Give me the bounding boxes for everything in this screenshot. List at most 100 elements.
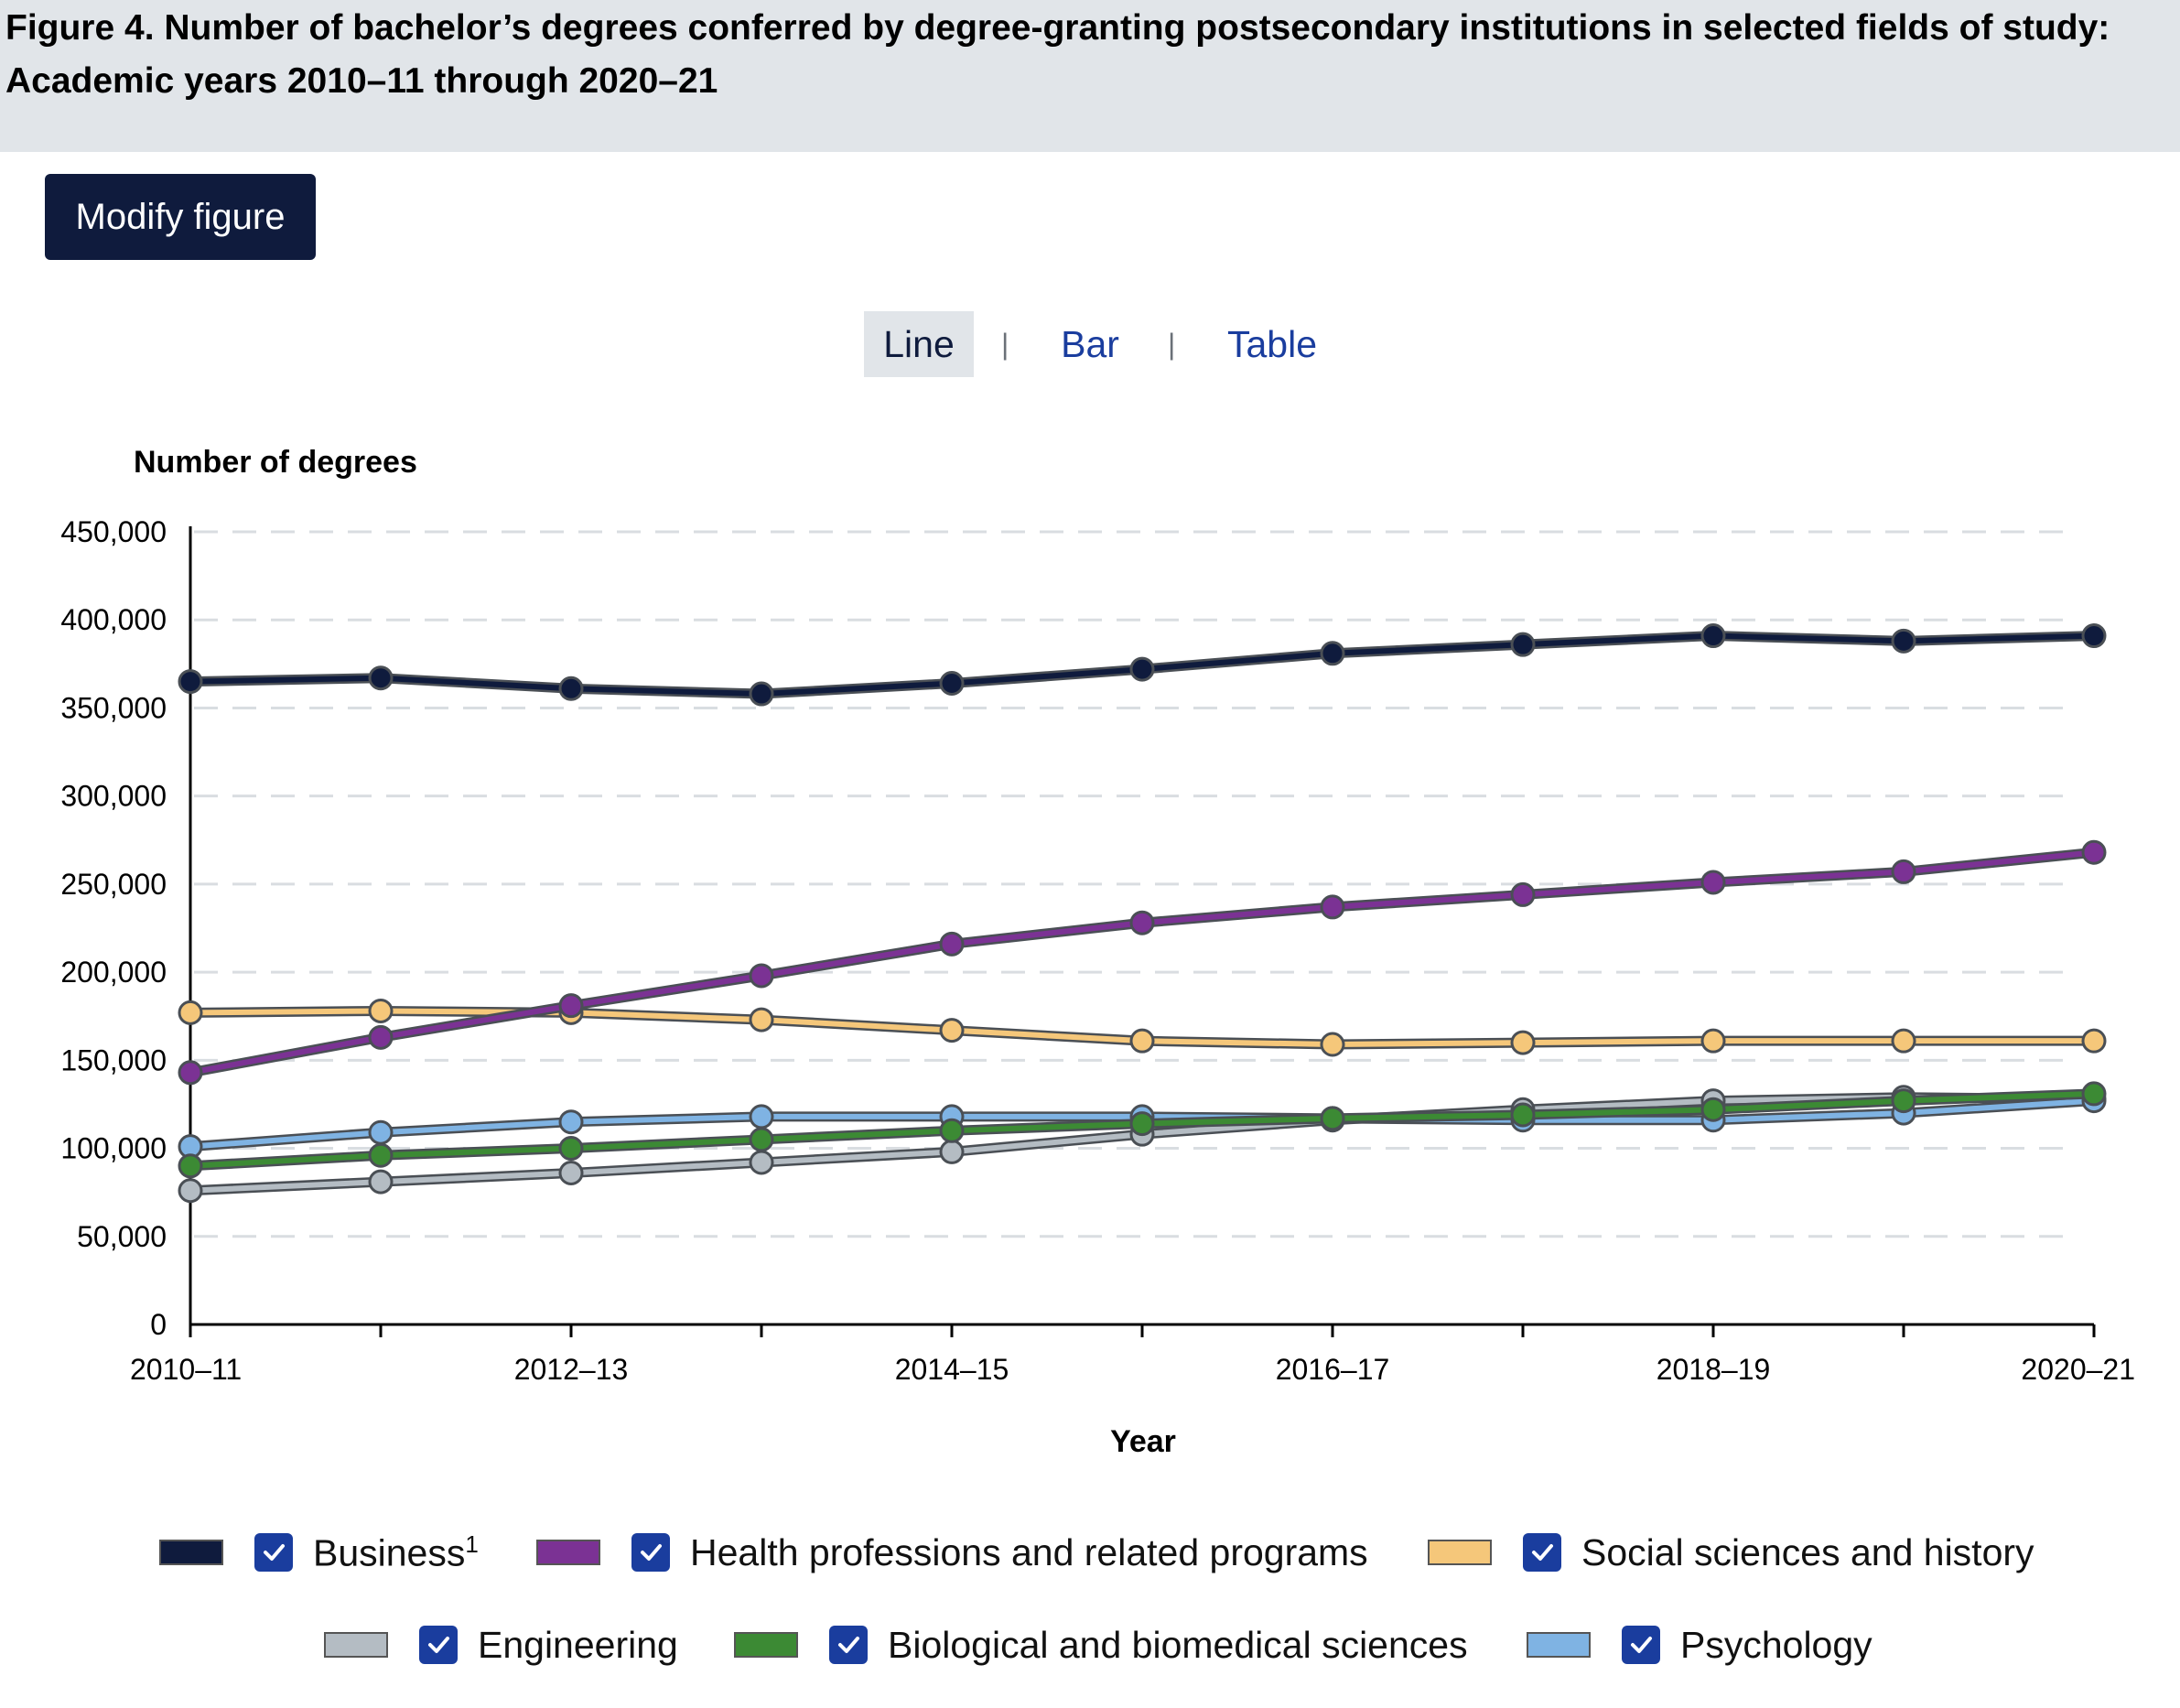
data-point[interactable] (368, 665, 394, 691)
y-tick-label: 0 (150, 1308, 167, 1341)
line-chart: Number of degrees 050,000100,000150,0002… (60, 445, 2135, 1459)
data-point[interactable] (1510, 632, 1536, 657)
x-tick-label: 2014–15 (895, 1353, 1009, 1386)
data-point[interactable] (558, 993, 584, 1019)
legend-item-health[interactable]: Health professions and related programs (536, 1523, 1368, 1582)
legend-item-social-sciences[interactable]: Social sciences and history (1428, 1523, 2034, 1582)
tab-separator: | (1001, 328, 1009, 361)
data-point[interactable] (558, 676, 584, 701)
data-point[interactable] (1891, 859, 1916, 884)
y-tick-label: 100,000 (60, 1132, 167, 1165)
data-point[interactable] (939, 1139, 965, 1164)
data-point[interactable] (1891, 1088, 1916, 1114)
data-point[interactable] (1129, 656, 1155, 682)
series-1 (178, 839, 2107, 1086)
checkbox-checked-icon[interactable] (631, 1533, 670, 1572)
data-point[interactable] (1510, 1030, 1536, 1055)
data-point[interactable] (1891, 628, 1916, 654)
checkbox-checked-icon[interactable] (419, 1626, 458, 1664)
tab-table[interactable]: Table (1226, 323, 1317, 365)
data-point[interactable] (749, 681, 774, 707)
legend-label-business: Business1 (313, 1530, 479, 1574)
legend-item-business[interactable]: Business1 (159, 1523, 479, 1582)
data-point[interactable] (178, 1153, 203, 1179)
data-point[interactable] (1700, 1097, 1726, 1122)
x-tick-label: 2016–17 (1276, 1353, 1390, 1386)
data-point[interactable] (1891, 1028, 1916, 1054)
y-tick-label: 200,000 (60, 956, 167, 989)
y-tick-label: 350,000 (60, 691, 167, 724)
figure-title: Figure 4. Number of bachelor’s degrees c… (5, 8, 2110, 101)
legend-label-biological: Biological and biomedical sciences (888, 1623, 1468, 1666)
data-point[interactable] (1700, 870, 1726, 895)
data-point[interactable] (178, 669, 203, 695)
data-point[interactable] (558, 1160, 584, 1185)
data-point[interactable] (368, 998, 394, 1023)
data-point[interactable] (1510, 881, 1536, 907)
legend-item-engineering[interactable]: Engineering (324, 1616, 678, 1674)
data-point[interactable] (1320, 1032, 1345, 1057)
data-point[interactable] (1320, 1106, 1345, 1131)
data-point[interactable] (2081, 1081, 2107, 1107)
data-point[interactable] (1320, 641, 1345, 666)
checkbox-checked-icon[interactable] (254, 1533, 293, 1572)
data-point[interactable] (1320, 894, 1345, 920)
data-point[interactable] (178, 1178, 203, 1204)
legend-label-health: Health professions and related programs (690, 1530, 1368, 1573)
checkbox-checked-icon[interactable] (829, 1626, 868, 1664)
y-tick-label: 450,000 (60, 515, 167, 548)
data-point[interactable] (939, 1018, 965, 1043)
data-point[interactable] (368, 1119, 394, 1145)
data-point[interactable] (939, 1118, 965, 1143)
x-tick-label: 2018–19 (1657, 1353, 1771, 1386)
view-tabs: Line | Bar | Table (0, 311, 2180, 377)
data-point[interactable] (558, 1109, 584, 1135)
tab-line[interactable]: Line (864, 311, 974, 377)
y-tick-label: 400,000 (60, 603, 167, 636)
tab-bar[interactable]: Bar (1061, 323, 1119, 365)
data-point[interactable] (1510, 1102, 1536, 1128)
tab-separator: | (1168, 328, 1176, 361)
y-axis-ticks: 0 50,000 100,000 150,000 200,000 250,000 300,0… (60, 515, 167, 1341)
data-point[interactable] (1129, 910, 1155, 935)
legend-swatch (159, 1540, 223, 1565)
data-point[interactable] (2081, 839, 2107, 865)
series-0 (178, 623, 2107, 707)
modify-figure-button[interactable]: Modify figure (45, 174, 316, 260)
x-axis-title: Year (1110, 1424, 1176, 1459)
y-tick-label: 50,000 (77, 1220, 167, 1253)
data-point[interactable] (1129, 1028, 1155, 1054)
y-tick-label: 250,000 (60, 868, 167, 901)
data-point[interactable] (1700, 623, 1726, 649)
data-point[interactable] (1129, 1111, 1155, 1137)
legend-item-biological[interactable]: Biological and biomedical sciences (734, 1616, 1468, 1674)
legend-swatch (1428, 1540, 1492, 1565)
data-point[interactable] (749, 1007, 774, 1032)
data-point[interactable] (2081, 1028, 2107, 1054)
x-tick-label: 2010–11 (130, 1353, 242, 1386)
data-point[interactable] (939, 671, 965, 697)
legend-item-psychology[interactable]: Psychology (1527, 1616, 1872, 1674)
y-tick-label: 300,000 (60, 780, 167, 813)
data-point[interactable] (558, 1136, 584, 1162)
data-point[interactable] (368, 1169, 394, 1195)
legend-swatch (1527, 1632, 1591, 1658)
data-point[interactable] (749, 1104, 774, 1130)
y-axis-title: Number of degrees (134, 445, 417, 480)
data-point[interactable] (939, 931, 965, 957)
data-point[interactable] (368, 1142, 394, 1168)
data-point[interactable] (749, 1150, 774, 1175)
data-point[interactable] (178, 1060, 203, 1086)
data-point[interactable] (749, 963, 774, 989)
data-point[interactable] (368, 1024, 394, 1050)
legend-row-1: Business1 Health professions and related… (0, 1523, 2180, 1582)
data-point[interactable] (2081, 623, 2107, 649)
data-point[interactable] (178, 1000, 203, 1025)
data-point[interactable] (749, 1127, 774, 1152)
data-point[interactable] (1700, 1028, 1726, 1054)
legend-label-psychology: Psychology (1680, 1623, 1872, 1666)
checkbox-checked-icon[interactable] (1622, 1626, 1660, 1664)
checkbox-checked-icon[interactable] (1523, 1533, 1561, 1572)
legend-swatch (734, 1632, 798, 1658)
x-tick-label: 2012–13 (514, 1353, 629, 1386)
